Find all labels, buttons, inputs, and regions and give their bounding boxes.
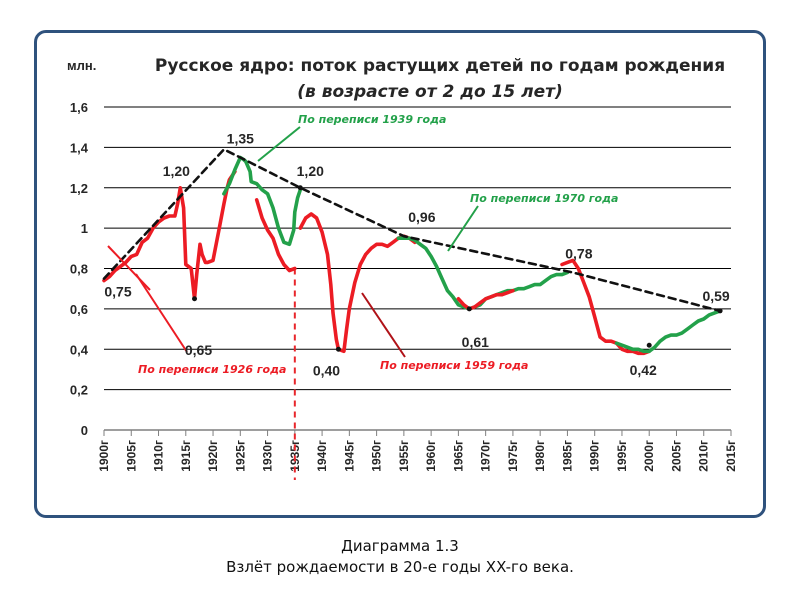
x-tick-label: 1915г xyxy=(179,440,193,472)
y-axis-label: млн. xyxy=(67,58,96,73)
annotation-pointer xyxy=(135,273,188,353)
data-label: 1,35 xyxy=(227,130,254,146)
data-label: 0,78 xyxy=(565,246,592,262)
chart-subtitle: (в возрасте от 2 до 15 лет) xyxy=(297,82,562,102)
x-tick-label: 2010г xyxy=(697,440,711,472)
annotation-census-1959: По переписи 1959 года xyxy=(380,359,528,372)
y-tick-label: 1,2 xyxy=(70,181,88,196)
y-tick-label: 1 xyxy=(81,221,88,236)
x-tick-label: 2000г xyxy=(642,440,656,472)
data-label: 0,75 xyxy=(104,284,131,300)
point-marker xyxy=(192,296,198,302)
data-label: 0,40 xyxy=(313,362,340,378)
figure-caption: Диаграмма 1.3 Взлёт рождаемости в 20-е г… xyxy=(0,536,800,578)
series-line-green xyxy=(222,155,303,247)
point-marker xyxy=(335,346,341,352)
x-tick-label: 1930г xyxy=(261,440,275,472)
chart-title: Русское ядро: поток растущих детей по го… xyxy=(155,56,725,76)
y-tick-label: 0,4 xyxy=(70,342,89,357)
data-label: 0,61 xyxy=(462,334,489,350)
x-tick-label: 1910г xyxy=(152,440,166,472)
x-tick-label: 1905г xyxy=(124,440,138,472)
x-tick-label: 2005г xyxy=(669,440,683,472)
series-line-red xyxy=(560,258,651,356)
x-tick-label: 1990г xyxy=(588,440,602,472)
annotation-census-1926: По переписи 1926 года xyxy=(138,363,286,376)
annotation-census-1970: По переписи 1970 года xyxy=(470,192,618,205)
point-marker xyxy=(297,185,303,191)
y-tick-label: 0 xyxy=(81,423,88,438)
y-tick-label: 1,6 xyxy=(70,100,88,115)
data-label: 0,59 xyxy=(702,288,729,304)
series-line-green xyxy=(396,236,570,311)
x-tick-label: 1945г xyxy=(342,440,356,472)
x-tick-label: 1970г xyxy=(479,440,493,472)
point-marker xyxy=(717,308,723,314)
x-tick-label: 1955г xyxy=(397,440,411,472)
caption-number: Диаграмма 1.3 xyxy=(341,537,459,555)
data-label: 0,42 xyxy=(630,362,657,378)
annotation-census-1939: По переписи 1939 года xyxy=(298,113,446,126)
series-line-red xyxy=(456,288,515,311)
annotation-pointer xyxy=(107,245,151,291)
chart-frame xyxy=(34,30,766,518)
data-label: 1,20 xyxy=(297,163,324,179)
series-line-green xyxy=(614,309,722,354)
caption-text: Взлёт рождаемости в 20-е годы XX-го века… xyxy=(226,558,574,576)
y-tick-label: 0,8 xyxy=(70,262,88,277)
series-line-red xyxy=(254,198,297,273)
x-tick-label: 1995г xyxy=(615,440,629,472)
data-label: 0,65 xyxy=(185,342,212,358)
x-tick-label: 1925г xyxy=(233,440,247,472)
series-line-red xyxy=(298,212,417,354)
annotation-pointer xyxy=(447,205,479,252)
x-tick-label: 1940г xyxy=(315,440,329,472)
x-tick-label: 1985г xyxy=(560,440,574,472)
x-tick-label: 2015г xyxy=(724,440,738,472)
point-marker xyxy=(466,306,472,312)
y-tick-label: 1,4 xyxy=(70,140,89,155)
point-marker xyxy=(646,342,652,348)
x-tick-label: 1980г xyxy=(533,440,547,472)
data-label: 0,96 xyxy=(408,209,435,225)
x-tick-label: 1950г xyxy=(370,440,384,472)
series-line-red xyxy=(102,169,237,301)
y-tick-label: 0,2 xyxy=(70,383,88,398)
annotation-pointer xyxy=(257,126,301,162)
data-label: 1,20 xyxy=(163,163,190,179)
x-tick-label: 1975г xyxy=(506,440,520,472)
annotation-pointer xyxy=(361,292,406,358)
x-tick-label: 1965г xyxy=(451,440,465,472)
x-tick-label: 1920г xyxy=(206,440,220,472)
trend-line xyxy=(102,148,722,313)
y-tick-label: 0,6 xyxy=(70,302,88,317)
x-tick-label: 1900г xyxy=(97,440,111,472)
x-tick-label: 1960г xyxy=(424,440,438,472)
